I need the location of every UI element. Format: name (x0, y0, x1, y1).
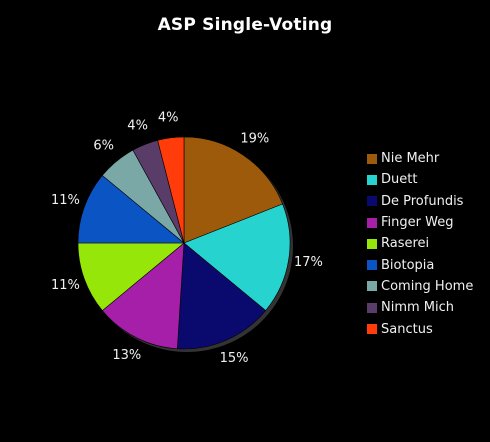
pie-slice-sanctus (157, 136, 185, 244)
legend-swatch (367, 302, 377, 313)
legend-label: Raserei (381, 236, 430, 252)
legend: Nie Mehr Duett De Profundis Finger Weg Raser… (367, 148, 473, 340)
legend-label: Finger Weg (381, 215, 454, 231)
pie-slice-raserei (77, 242, 185, 311)
legend-swatch (367, 260, 377, 271)
pie-slice-finger-weg (101, 242, 185, 350)
legend-label: Biotopia (381, 257, 435, 273)
legend-label: De Profundis (381, 193, 464, 209)
chart-title: ASP Single-Voting (157, 15, 333, 35)
legend-item: De Profundis (367, 191, 473, 212)
legend-item: Nimm Mich (367, 297, 473, 318)
legend-swatch (367, 174, 377, 185)
slice-label-duett: 17% (294, 255, 323, 270)
pie-slice-de-profundis (177, 242, 267, 350)
legend-item: Nie Mehr (367, 148, 473, 169)
slice-label-nie-mehr: 19% (240, 131, 269, 146)
legend-swatch (367, 238, 377, 249)
legend-label: Coming Home (381, 278, 474, 294)
legend-label: Nie Mehr (381, 151, 440, 167)
pie-slice-biotopia (77, 175, 185, 244)
legend-swatch (367, 217, 377, 228)
legend-item: Duett (367, 169, 473, 190)
legend-item: Coming Home (367, 276, 473, 297)
legend-label: Nimm Mich (381, 300, 455, 316)
legend-label: Duett (381, 172, 418, 188)
legend-item: Finger Weg (367, 212, 473, 233)
legend-swatch (367, 281, 377, 292)
legend-item: Biotopia (367, 254, 473, 275)
slice-label-coming-home: 6% (93, 138, 114, 153)
slice-label-finger-weg: 13% (112, 348, 141, 363)
legend-swatch (367, 196, 377, 207)
slice-label-raserei: 11% (51, 278, 80, 293)
slice-label-nimm-mich: 4% (127, 118, 148, 133)
pie-slice-duett (183, 203, 291, 311)
slice-label-de-profundis: 15% (220, 351, 249, 366)
legend-item: Sanctus (367, 318, 473, 339)
legend-swatch (367, 153, 377, 164)
legend-swatch (367, 324, 377, 335)
slice-label-sanctus: 4% (158, 110, 179, 125)
pie-slice-nie-mehr (183, 136, 283, 244)
legend-label: Sanctus (381, 321, 433, 337)
legend-item: Raserei (367, 233, 473, 254)
slice-label-biotopia: 11% (51, 193, 80, 208)
